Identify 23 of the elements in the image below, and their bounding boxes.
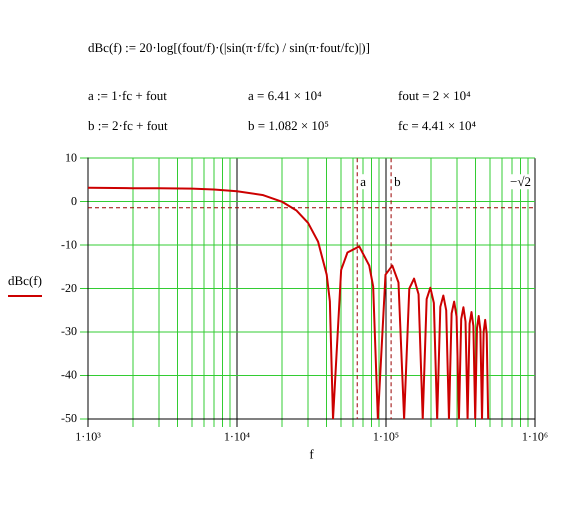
y-tick-label: -50 (60, 411, 77, 426)
y-tick-label: 10 (64, 150, 77, 164)
text: b := 2·fc + fout (88, 118, 169, 134)
ref-line-label: −√2 (510, 174, 531, 190)
y-tick-label: -40 (60, 368, 77, 382)
x-tick-label: 1·10⁶ (522, 429, 548, 444)
y-tick-label: -10 (60, 237, 77, 252)
text: fc = 4.41 × 10⁴ (398, 118, 478, 134)
y-tick-label: -20 (60, 280, 77, 295)
x-axis-title: f (309, 446, 314, 462)
y-axis-title: dBc(f) (8, 273, 43, 289)
text: fout = 2 × 10⁴ (398, 88, 472, 104)
x-tick-label: 1·10⁵ (372, 429, 400, 444)
y-tick-label: 0 (70, 194, 77, 208)
ref-line-label: b (394, 174, 401, 190)
text: b = 1.082 × 10⁵ (248, 118, 330, 134)
x-tick-label: 1·10³ (75, 429, 102, 444)
x-tick-label: 1·10⁴ (224, 429, 250, 444)
text: a := 1·fc + fout (88, 88, 168, 104)
ref-line-label: a (360, 174, 366, 190)
text: a = 6.41 × 10⁴ (248, 88, 323, 104)
text: dBc(f) := 20·log[(fout/f)·(|sin(π·f/fc) / sin(π·fout/fc)|)] (87, 39, 371, 57)
y-tick-label: -30 (60, 324, 77, 338)
